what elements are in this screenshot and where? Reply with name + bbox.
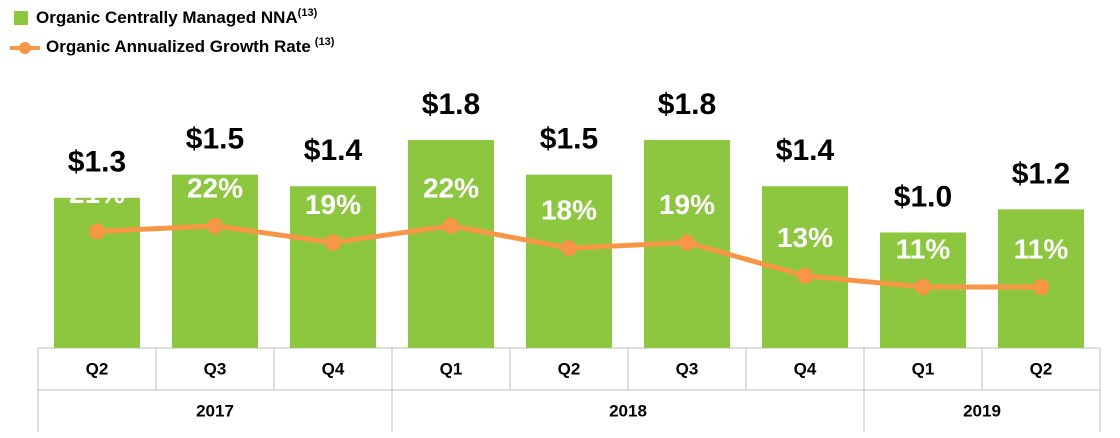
line-value-label: 11% <box>1014 233 1069 264</box>
bar-value-label: $1.5 <box>186 123 244 156</box>
line-point <box>561 240 577 257</box>
line-value-label: 13% <box>777 222 833 253</box>
line-point <box>89 223 105 240</box>
line-value-label: 19% <box>305 189 361 220</box>
bar <box>172 174 258 348</box>
bar <box>54 197 140 348</box>
legend-label: Organic Centrally Managed NNA(13) <box>36 7 318 28</box>
line-value-label: 11% <box>896 233 951 264</box>
line-point <box>207 217 223 234</box>
bar <box>998 209 1084 348</box>
line-value-label: 18% <box>541 194 597 225</box>
line-value-label: 22% <box>423 172 479 203</box>
bar-value-label: $1.2 <box>1012 157 1070 190</box>
x-tick-label: Q2 <box>558 359 581 378</box>
legend-swatch-dot <box>19 42 31 54</box>
x-tick-label: Q2 <box>86 359 109 378</box>
line-point <box>797 267 813 284</box>
line-point <box>915 278 931 295</box>
group-label: 2017 <box>196 401 234 420</box>
bar-value-label: $1.3 <box>68 146 126 179</box>
line-point <box>325 234 341 251</box>
x-tick-label: Q4 <box>322 359 345 378</box>
x-tick-label: Q2 <box>1030 359 1053 378</box>
bar-value-label: $1.0 <box>894 180 952 213</box>
bar-value-label: $1.8 <box>658 88 716 121</box>
line-point <box>443 217 459 234</box>
line-value-label: 22% <box>187 172 243 203</box>
line-value-label: 21% <box>69 178 125 209</box>
line-point <box>679 234 695 251</box>
bar-value-label: $1.4 <box>776 134 835 167</box>
legend-name: Organic Centrally Managed NNA <box>36 8 298 27</box>
bar <box>526 174 612 348</box>
line-point <box>1033 278 1049 295</box>
legend-label: Organic Annualized Growth Rate (13) <box>46 36 335 57</box>
bar-value-label: $1.5 <box>540 123 598 156</box>
legend-footnote: (13) <box>298 7 318 19</box>
x-tick-label: Q1 <box>912 359 935 378</box>
x-tick-label: Q1 <box>440 359 463 378</box>
legend-swatch-bar <box>14 11 28 25</box>
legend-name: Organic Annualized Growth Rate <box>46 37 311 56</box>
x-tick-label: Q4 <box>794 359 817 378</box>
x-tick-label: Q3 <box>676 359 699 378</box>
group-label: 2019 <box>963 401 1001 420</box>
bar <box>290 186 376 348</box>
line-value-label: 19% <box>659 189 715 220</box>
legend-footnote: (13) <box>315 36 335 48</box>
bar-value-label: $1.4 <box>304 134 363 167</box>
bar <box>408 140 494 348</box>
x-tick-label: Q3 <box>204 359 227 378</box>
group-label: 2018 <box>609 401 647 420</box>
bar-value-label: $1.8 <box>422 88 480 121</box>
